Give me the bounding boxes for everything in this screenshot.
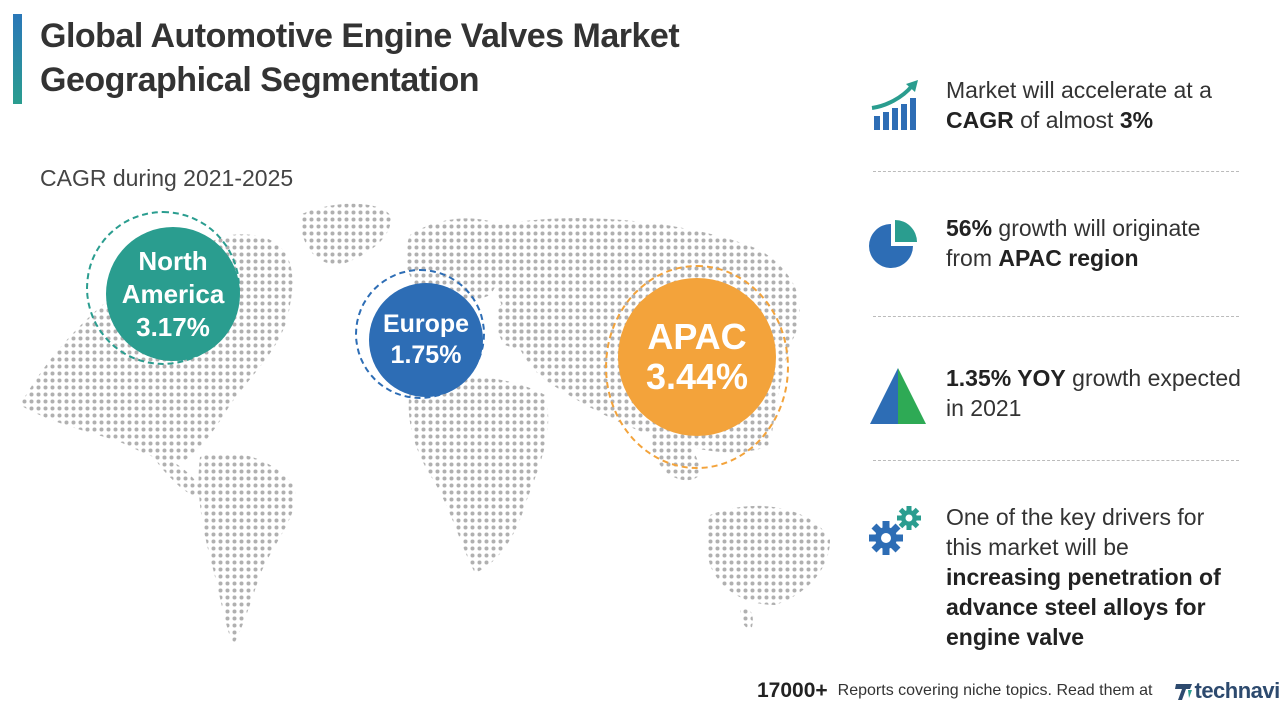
gears-icon [869, 506, 921, 555]
middle-east-landmass [496, 305, 565, 352]
europe-name: Europe [382, 310, 470, 338]
north-america-name-line-1: North [138, 245, 208, 276]
technavio-brand: technavio [1194, 678, 1280, 703]
cagr-subtitle: CAGR during 2021-2025 [40, 165, 294, 191]
growth-chart-icon [871, 80, 918, 130]
report-count-plus: + [815, 679, 828, 702]
highlight-cagr-text: Market will accelerate at a CAGR of almo… [946, 77, 1212, 133]
europe-bubble: Europe 1.75% [369, 283, 483, 397]
highlight-apac-share-text: 56% growth will originate from APAC regi… [946, 215, 1201, 271]
europe-ring [355, 269, 485, 399]
pie-chart-icon [869, 220, 917, 268]
australia-landmass [705, 505, 830, 605]
europe-cagr: 1.75% [390, 341, 462, 369]
title-accent-bar [13, 14, 22, 104]
highlight-key-driver-text: One of the key drivers for this market w… [946, 504, 1221, 650]
report-count: 17000 [757, 679, 816, 702]
divider [873, 171, 1239, 172]
title-line-1: Global Automotive Engine Valves Market [40, 17, 680, 55]
technavio-logo-icon [1174, 684, 1192, 700]
highlight-yoy: 1.35% YOY growth expected in 2021 [868, 363, 1241, 433]
new-zealand-landmass [740, 606, 753, 629]
apac-name: APAC [647, 316, 747, 357]
apac-ring [605, 265, 789, 469]
north-america-name-line-2: America [121, 278, 225, 309]
africa-landmass [408, 377, 549, 573]
technavio-logo[interactable]: technavio [1173, 678, 1280, 704]
divider [873, 316, 1239, 317]
highlight-yoy-text: 1.35% YOY growth expected in 2021 [946, 365, 1241, 421]
greenland-landmass [300, 203, 391, 265]
north-america-bubble: North America 3.17% [106, 227, 240, 361]
highlight-apac-share: 56% growth will originate from APAC regi… [868, 213, 1240, 283]
south-america-landmass [198, 452, 296, 645]
central-america-landmass [150, 450, 205, 498]
north-america-cagr: 3.17% [136, 311, 210, 342]
highlight-cagr: Market will accelerate at a CAGR of almo… [868, 75, 1240, 145]
highlight-key-driver: One of the key drivers for this market w… [868, 502, 1240, 650]
footer: 17000 + Reports covering niche topics. R… [757, 676, 1280, 706]
divider [873, 460, 1239, 461]
apac-cagr: 3.44% [645, 356, 749, 397]
footer-text: Reports covering niche topics. Read them… [837, 682, 1153, 699]
triangle-icon [870, 368, 926, 424]
apac-bubble: APAC 3.44% [618, 278, 776, 436]
page-title: Global Automotive Engine Valves Market G… [40, 14, 680, 102]
title-line-2: Geographical Segmentation [40, 61, 480, 99]
